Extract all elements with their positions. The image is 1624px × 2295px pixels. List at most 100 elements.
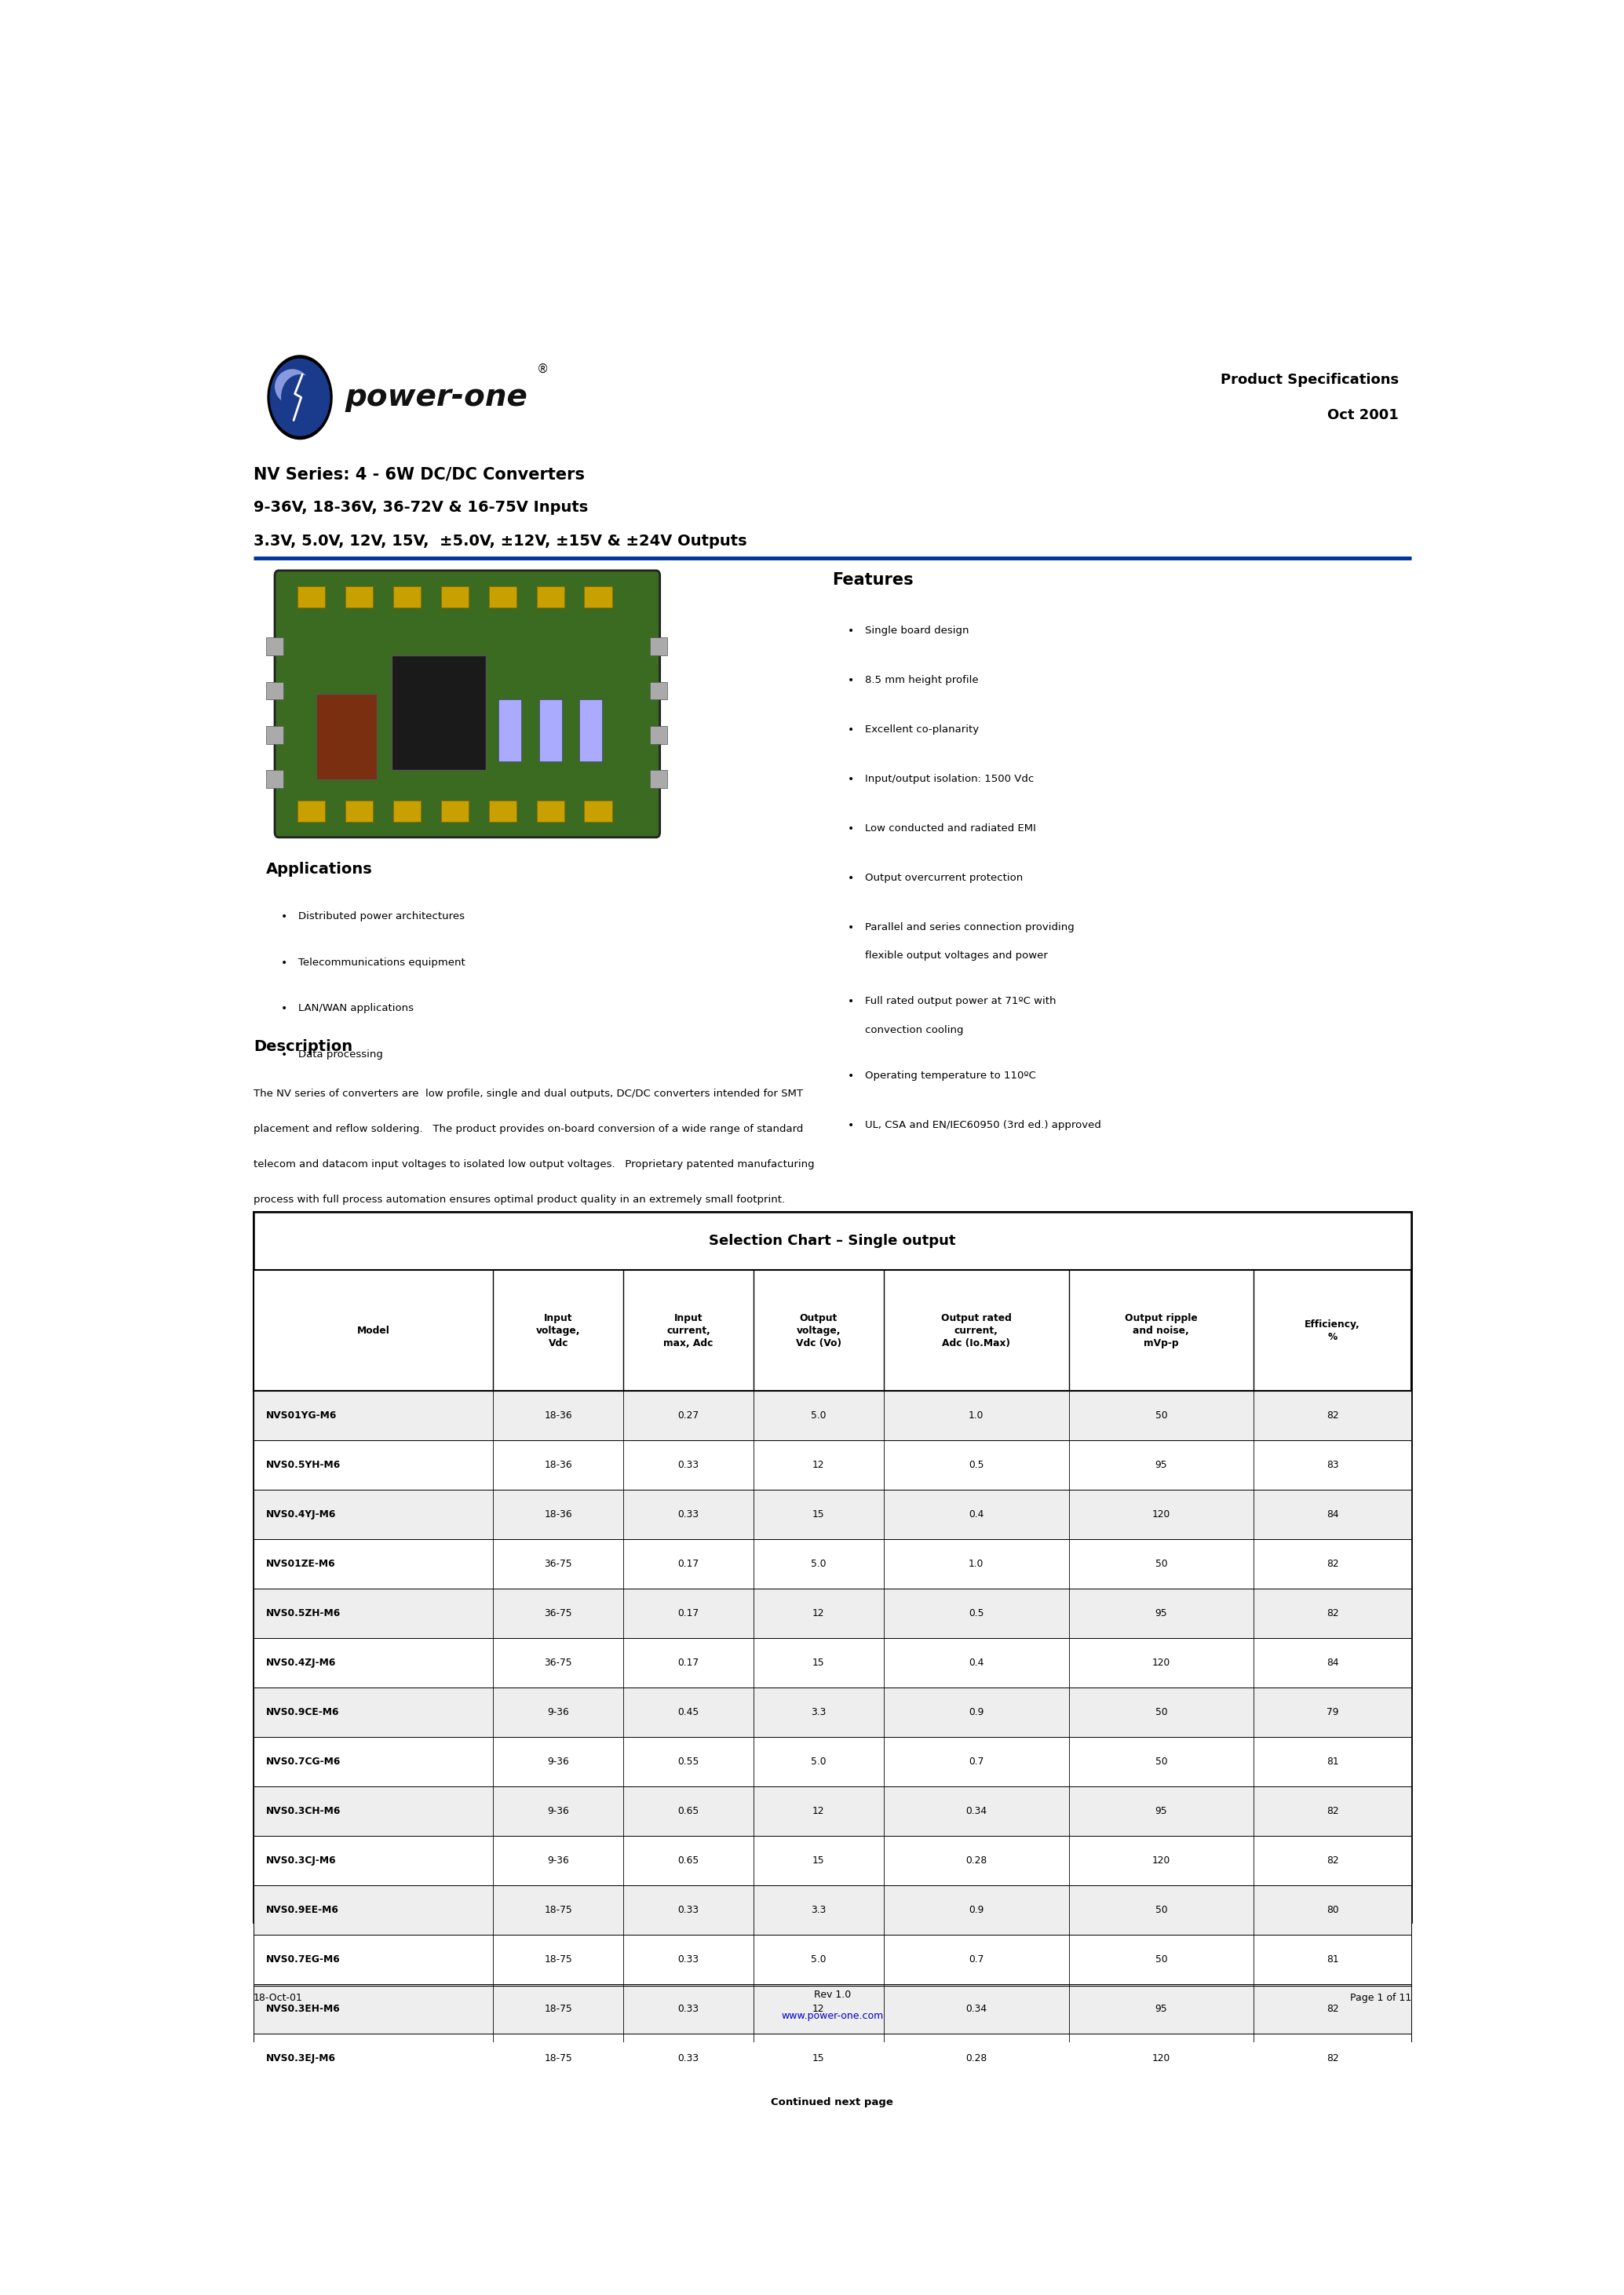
Text: Excellent co-planarity: Excellent co-planarity — [866, 725, 979, 734]
Text: 0.33: 0.33 — [677, 2054, 698, 2063]
Bar — [391, 656, 486, 771]
Text: Model: Model — [357, 1324, 390, 1336]
Text: 12: 12 — [812, 1609, 825, 1618]
Text: 81: 81 — [1327, 1756, 1338, 1767]
Text: 0.17: 0.17 — [677, 1558, 698, 1570]
Text: 83: 83 — [1327, 1460, 1338, 1469]
Text: Output overcurrent protection: Output overcurrent protection — [866, 872, 1023, 884]
Bar — [253, 1212, 1411, 1271]
Bar — [650, 771, 667, 787]
Text: NVS0.3EH-M6: NVS0.3EH-M6 — [266, 2004, 341, 2015]
Text: 50: 50 — [1155, 1905, 1168, 1914]
Text: 0.17: 0.17 — [677, 1609, 698, 1618]
Bar — [499, 700, 521, 762]
Text: 18-75: 18-75 — [544, 2004, 572, 2015]
Text: Features: Features — [833, 571, 914, 588]
Text: NVS0.9CE-M6: NVS0.9CE-M6 — [266, 1707, 339, 1717]
Ellipse shape — [281, 374, 318, 420]
Text: 0.5: 0.5 — [968, 1460, 984, 1469]
Text: 18-36: 18-36 — [544, 1510, 572, 1519]
Text: Input
voltage,
Vdc: Input voltage, Vdc — [536, 1313, 580, 1347]
Text: 82: 82 — [1327, 2054, 1338, 2063]
Text: 0.4: 0.4 — [968, 1657, 984, 1668]
Text: 12: 12 — [812, 1806, 825, 1815]
Bar — [253, 1639, 1411, 1687]
Text: 0.33: 0.33 — [677, 1460, 698, 1469]
Text: NVS0.5ZH-M6: NVS0.5ZH-M6 — [266, 1609, 341, 1618]
Text: 9-36: 9-36 — [547, 1854, 568, 1866]
Text: 0.34: 0.34 — [966, 1806, 987, 1815]
Text: NVS0.7CG-M6: NVS0.7CG-M6 — [266, 1756, 341, 1767]
Text: NVS01ZE-M6: NVS01ZE-M6 — [266, 1558, 336, 1570]
Text: 0.33: 0.33 — [677, 1510, 698, 1519]
Text: 0.7: 0.7 — [968, 1756, 984, 1767]
Text: •: • — [848, 624, 854, 636]
Text: 0.5: 0.5 — [968, 1609, 984, 1618]
Text: NVS0.4YJ-M6: NVS0.4YJ-M6 — [266, 1510, 336, 1519]
Text: 120: 120 — [1151, 1510, 1171, 1519]
Text: Operating temperature to 110ºC: Operating temperature to 110ºC — [866, 1072, 1036, 1081]
Text: Data processing: Data processing — [299, 1049, 383, 1060]
Text: 95: 95 — [1155, 2004, 1168, 2015]
Text: 120: 120 — [1151, 2054, 1171, 2063]
Text: 82: 82 — [1327, 1854, 1338, 1866]
Text: Single board design: Single board design — [866, 624, 970, 636]
Bar — [253, 1489, 1411, 1540]
Text: 0.33: 0.33 — [677, 2004, 698, 2015]
Text: 0.65: 0.65 — [677, 1806, 698, 1815]
Text: 0.33: 0.33 — [677, 1905, 698, 1914]
Text: telecom and datacom input voltages to isolated low output voltages.   Proprietar: telecom and datacom input voltages to is… — [253, 1159, 814, 1168]
Text: 0.28: 0.28 — [966, 2054, 987, 2063]
Text: 5.0: 5.0 — [810, 1409, 827, 1421]
Text: 9-36V, 18-36V, 36-72V & 16-75V Inputs: 9-36V, 18-36V, 36-72V & 16-75V Inputs — [253, 500, 588, 514]
Text: •: • — [281, 957, 287, 968]
Text: Oct 2001: Oct 2001 — [1327, 409, 1398, 422]
Text: 15: 15 — [812, 1657, 825, 1668]
Text: NVS0.7EG-M6: NVS0.7EG-M6 — [266, 1955, 341, 1965]
Text: Applications: Applications — [266, 863, 372, 877]
Text: 5.0: 5.0 — [810, 1558, 827, 1570]
Text: Efficiency,
%: Efficiency, % — [1304, 1320, 1361, 1343]
Text: NVS01YG-M6: NVS01YG-M6 — [266, 1409, 336, 1421]
Bar — [266, 725, 284, 744]
Text: 18-75: 18-75 — [544, 2054, 572, 2063]
Bar — [650, 682, 667, 700]
Text: NVS0.3EJ-M6: NVS0.3EJ-M6 — [266, 2054, 336, 2063]
Text: •: • — [848, 725, 854, 734]
Text: 1.0: 1.0 — [968, 1409, 984, 1421]
Text: 1.0: 1.0 — [968, 1558, 984, 1570]
Text: 0.17: 0.17 — [677, 1657, 698, 1668]
Bar — [346, 801, 374, 822]
Text: 0.9: 0.9 — [968, 1707, 984, 1717]
Bar — [580, 700, 603, 762]
Text: 84: 84 — [1327, 1657, 1338, 1668]
Bar — [393, 801, 421, 822]
Text: 5.0: 5.0 — [810, 1756, 827, 1767]
Text: •: • — [848, 1072, 854, 1081]
Text: 3.3V, 5.0V, 12V, 15V,  ±5.0V, ±12V, ±15V & ±24V Outputs: 3.3V, 5.0V, 12V, 15V, ±5.0V, ±12V, ±15V … — [253, 532, 747, 549]
Bar — [317, 693, 377, 778]
Text: 50: 50 — [1155, 1955, 1168, 1965]
Bar — [253, 2033, 1411, 2084]
Text: www.power-one.com: www.power-one.com — [781, 2010, 883, 2022]
Bar — [440, 801, 469, 822]
Text: 5.0: 5.0 — [810, 1955, 827, 1965]
Text: LAN/WAN applications: LAN/WAN applications — [299, 1003, 414, 1014]
Text: NV Series: 4 - 6W DC/DC Converters: NV Series: 4 - 6W DC/DC Converters — [253, 466, 585, 482]
Bar — [253, 1836, 1411, 1884]
Text: •: • — [848, 923, 854, 934]
FancyBboxPatch shape — [274, 571, 659, 838]
Bar — [253, 1391, 1411, 1439]
Bar — [489, 801, 516, 822]
Text: 12: 12 — [812, 1460, 825, 1469]
Bar — [253, 1786, 1411, 1836]
Text: 15: 15 — [812, 2054, 825, 2063]
Text: 18-36: 18-36 — [544, 1409, 572, 1421]
Text: Rev 1.0: Rev 1.0 — [814, 1990, 851, 1999]
Bar — [536, 588, 564, 608]
Text: 0.27: 0.27 — [677, 1409, 698, 1421]
Text: 18-36: 18-36 — [544, 1460, 572, 1469]
Text: 18-75: 18-75 — [544, 1955, 572, 1965]
Bar — [253, 1985, 1411, 2033]
Text: 36-75: 36-75 — [544, 1558, 572, 1570]
